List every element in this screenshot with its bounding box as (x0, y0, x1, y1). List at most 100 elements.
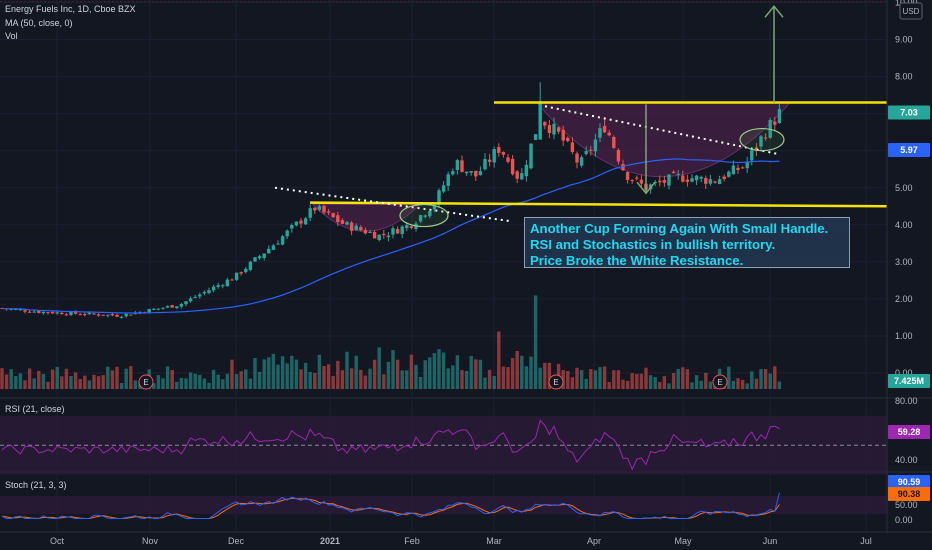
candle-body (464, 171, 469, 174)
symbol-title[interactable]: Energy Fuels Inc, 1D, Cboe BZX (5, 4, 136, 14)
stoch-tick-label: 50.00 (895, 500, 918, 510)
candle-body (285, 230, 289, 237)
candle-body (667, 174, 671, 186)
candle-body (589, 149, 593, 151)
volume-bar (377, 347, 381, 389)
candle-body (607, 132, 611, 136)
rsi-indicator-label[interactable]: RSI (21, close) (5, 404, 65, 414)
candle-body (566, 137, 570, 142)
candle-body (184, 301, 188, 305)
candle-body (409, 226, 414, 228)
candle-body (216, 285, 220, 287)
volume-bar (653, 377, 657, 389)
candle-body (685, 179, 690, 182)
price-tick-label: 2.00 (895, 294, 913, 304)
target-arrowhead (764, 5, 784, 18)
candle-body (322, 205, 326, 213)
candle-body (230, 279, 234, 281)
volume-bar (239, 371, 243, 389)
volume-bar (455, 355, 460, 389)
candle-body (299, 220, 303, 224)
volume-bar (50, 369, 55, 389)
volume-bar (198, 374, 202, 389)
volume-bar (520, 355, 524, 389)
earnings-marker-label: E (553, 378, 558, 387)
candle-body (354, 225, 358, 231)
candle-body (579, 157, 584, 166)
stoch-k-badge-bg (888, 475, 930, 489)
candle-body (73, 311, 78, 314)
candle-body (37, 310, 41, 313)
price-tick-label: 1.00 (895, 331, 913, 341)
volume-bar (658, 382, 662, 389)
candle-body (635, 177, 639, 179)
stoch-k-badge: 90.59 (888, 475, 930, 489)
candle-body (699, 176, 703, 179)
volume-bar (432, 353, 437, 389)
candle-body (106, 314, 110, 316)
volume-bar (161, 378, 165, 389)
earnings-marker-label: E (717, 378, 722, 387)
volume-bar (285, 363, 289, 389)
candle-body (244, 268, 248, 273)
candle-body (478, 171, 483, 176)
rsi-tick-label: 80.00 (895, 396, 918, 406)
candle-body (147, 309, 151, 314)
volume-bar (409, 354, 414, 389)
volume-bar (667, 383, 671, 389)
candle-body (253, 257, 257, 262)
candle-body (423, 215, 427, 217)
candle-body (14, 309, 18, 311)
earnings-marker (712, 374, 728, 390)
candle-body (722, 176, 726, 180)
candle-body (331, 213, 335, 218)
volume-bar (37, 370, 41, 389)
time-tick-label: Mar (486, 536, 502, 546)
volume-bar (354, 355, 358, 389)
volume-bar (740, 379, 745, 389)
candle-body (676, 173, 680, 175)
candle-body (630, 179, 634, 181)
volume-bar (635, 373, 639, 389)
annotation-line-3: Price Broke the White Resistance. (530, 253, 744, 268)
candle-body (193, 296, 197, 298)
volume-bar (625, 380, 630, 389)
volume-bar (575, 367, 579, 389)
candle-body (681, 175, 685, 182)
ma-indicator-label[interactable]: MA (50, close, 0) (5, 18, 73, 28)
price-tick-label: 9.00 (895, 35, 913, 45)
volume-indicator-label[interactable]: Vol (5, 31, 18, 41)
analysis-annotation[interactable]: Another Cup Forming Again With Small Han… (524, 217, 850, 268)
volume-bar (4, 374, 9, 389)
volume-bar (731, 380, 736, 389)
volume-bar (584, 378, 588, 389)
volume-bar (460, 370, 464, 389)
handle-highlight-2 (739, 127, 785, 152)
volume-bar (106, 366, 110, 389)
candle-body (616, 150, 621, 162)
stoch-d-badge-text: 90.38 (898, 489, 921, 499)
volume-bar (621, 379, 625, 389)
volume-bar (267, 357, 271, 389)
candle-body (198, 294, 202, 297)
candle-body (736, 167, 740, 170)
volume-bar (662, 376, 667, 389)
volume-bar (391, 350, 395, 389)
candle-body (363, 230, 368, 234)
candle-body (552, 123, 556, 135)
stoch-indicator-label[interactable]: Stoch (21, 3, 3) (5, 480, 67, 490)
volume-bar (768, 373, 772, 389)
candle-body (101, 314, 105, 316)
candle-body (23, 310, 27, 312)
rsi-value-badge: 59.28 (888, 425, 930, 439)
candle-body (225, 279, 230, 287)
volume-bar (598, 367, 602, 389)
volume-bar (257, 371, 262, 389)
volume-bar (750, 371, 754, 389)
volume-bar (547, 362, 552, 389)
stoch-d-badge-bg (888, 487, 930, 501)
volume-bar (593, 370, 598, 389)
candle-body (658, 180, 662, 183)
volume-bar (777, 381, 782, 389)
